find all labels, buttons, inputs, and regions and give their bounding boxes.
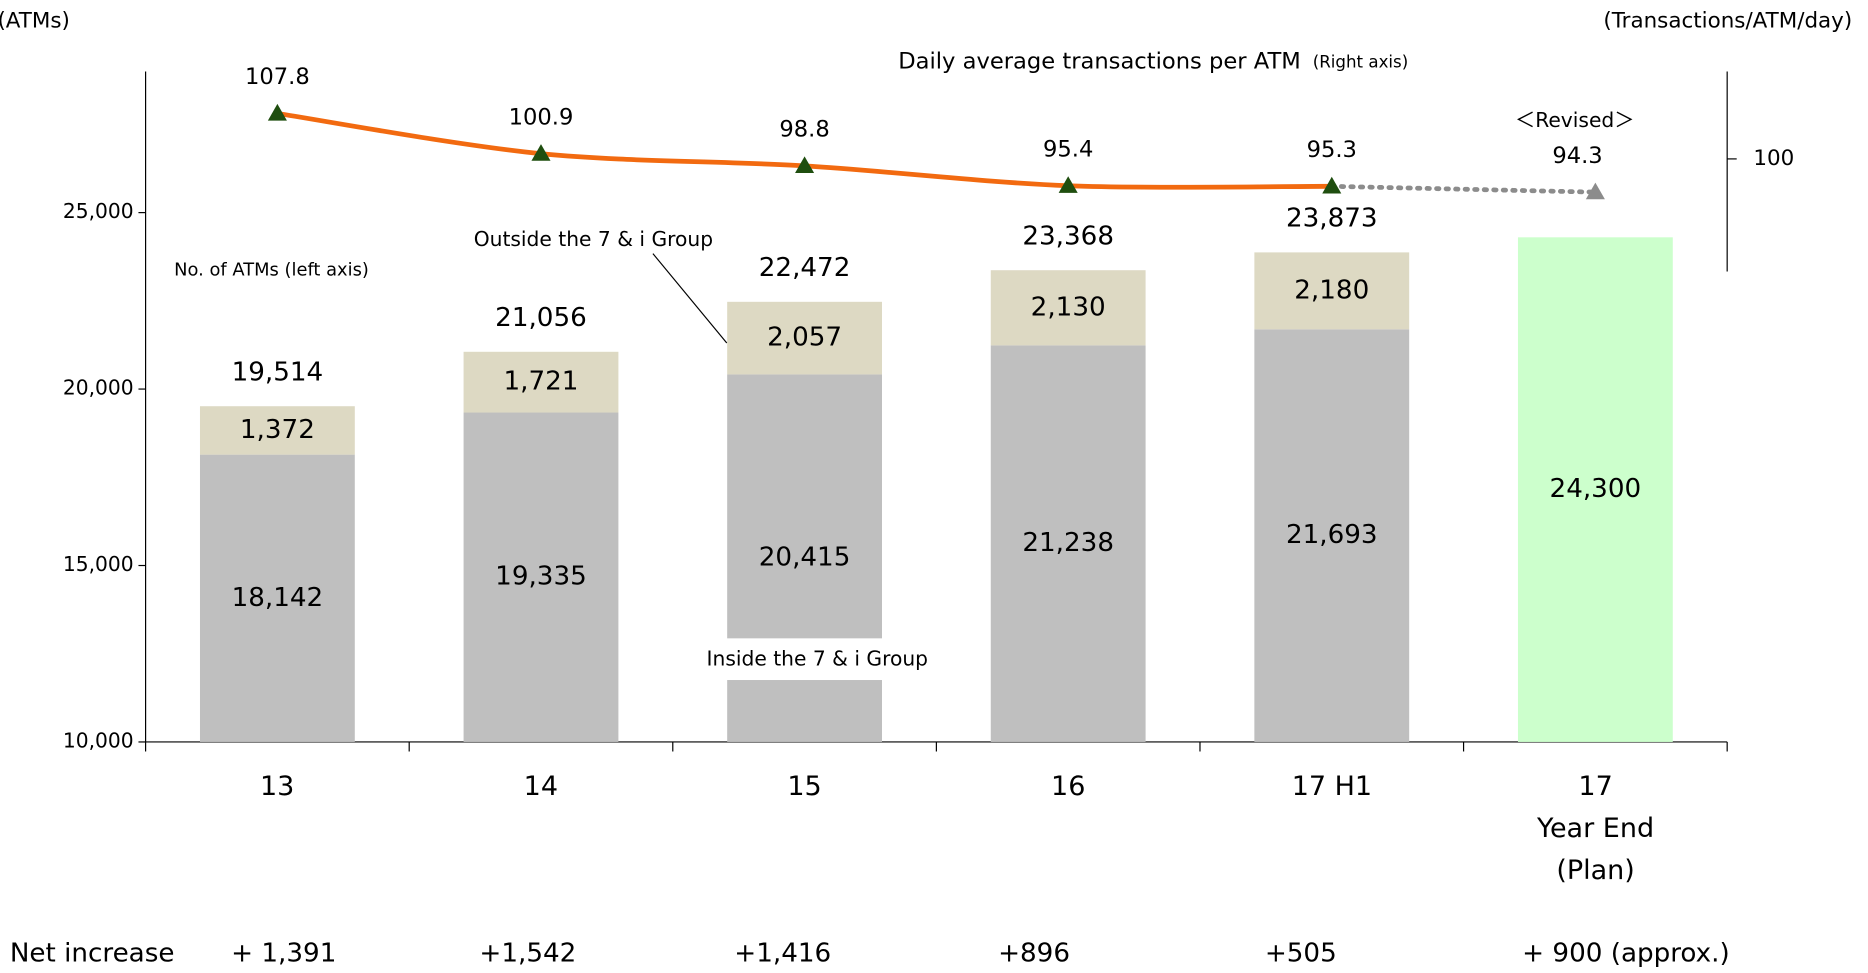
annotation-gap — [724, 638, 885, 681]
bar-value-label: 1,721 — [503, 367, 578, 397]
net-increase-value: + 900 (approx.) — [1522, 938, 1730, 968]
x-tick-label: 14 — [523, 771, 559, 803]
line-value-label: 98.8 — [779, 117, 829, 143]
total-label: 23,873 — [1286, 204, 1378, 234]
bar-segment — [463, 351, 619, 413]
bar-value-label: 2,057 — [767, 323, 842, 353]
line-value-label: 95.4 — [1043, 137, 1093, 163]
left-axis-unit: (ATMs) — [0, 8, 70, 33]
bar-value-label: 21,238 — [1022, 528, 1114, 558]
x-tick-label: 13 — [259, 771, 295, 803]
line-title: Daily average transactions per ATM — [898, 48, 1301, 74]
bar-segment — [1517, 237, 1673, 742]
line-value-label: 94.3 — [1552, 143, 1602, 169]
net-increase-value: +1,416 — [734, 938, 831, 968]
outside-annotation: Outside the 7 & i Group — [474, 227, 713, 251]
bar-value-label: 24,300 — [1550, 474, 1642, 504]
line-value-label: 107.8 — [245, 64, 310, 90]
bar-segment — [727, 301, 882, 375]
bar-value-label: 18,142 — [232, 583, 324, 613]
bar-segment — [463, 412, 619, 742]
net-increase-label: Net increase — [10, 938, 175, 968]
annotation-leader — [652, 253, 728, 344]
x-tick-label: 15 — [787, 771, 822, 803]
net-increase-value: + 1,391 — [231, 938, 336, 968]
bar-segment — [990, 270, 1146, 346]
net-increase-value: +505 — [1265, 938, 1337, 968]
total-label: 19,514 — [232, 357, 324, 387]
x-tick-label: 17 Year End (Plan) — [1537, 771, 1655, 887]
line-value-label: 95.3 — [1307, 137, 1357, 163]
total-label: 22,472 — [759, 253, 851, 283]
bar-segment — [727, 374, 882, 742]
line-marker — [1322, 176, 1342, 194]
y-tick-label: 10,000 — [63, 728, 134, 752]
bar-segment — [1254, 252, 1410, 330]
y-tick-label: 15,000 — [63, 552, 134, 576]
net-increase-value: +896 — [998, 938, 1070, 968]
x-tick-label: 16 — [1051, 771, 1086, 803]
bar-segment — [1254, 329, 1410, 742]
x-tick-label: 17 H1 — [1291, 771, 1373, 803]
right-axis-unit: (Transactions/ATM/day) — [1603, 8, 1852, 33]
y-tick-label: 25,000 — [63, 199, 134, 223]
y2-tick-label: 100 — [1753, 146, 1794, 171]
bars-note: No. of ATMs (left axis) — [174, 259, 369, 280]
bar-value-label: 2,130 — [1031, 292, 1106, 322]
bar-value-label: 19,335 — [495, 562, 587, 592]
net-increase-value: +1,542 — [479, 938, 576, 968]
line-axis-note: (Right axis) — [1313, 53, 1409, 72]
line-value-label: 100.9 — [509, 104, 574, 130]
bar-segment — [199, 454, 355, 742]
inside-annotation: Inside the 7 & i Group — [707, 646, 929, 670]
line-marker — [795, 156, 815, 174]
line-marker — [267, 103, 287, 121]
line-marker — [531, 144, 551, 161]
bar-segment — [199, 406, 355, 455]
bar-segment — [990, 345, 1146, 742]
total-label: 23,368 — [1022, 221, 1114, 251]
bar-value-label: 1,372 — [240, 415, 315, 445]
bar-value-label: 20,415 — [759, 543, 851, 573]
revised-note: ＜Revised＞ — [1515, 108, 1635, 132]
line-marker — [1058, 176, 1078, 193]
y-tick-label: 20,000 — [63, 376, 134, 400]
line-plan-segment — [1329, 183, 1598, 195]
bar-value-label: 2,180 — [1294, 275, 1369, 305]
bar-value-label: 21,693 — [1286, 520, 1378, 550]
total-label: 21,056 — [495, 303, 587, 333]
line-marker — [1585, 182, 1605, 200]
